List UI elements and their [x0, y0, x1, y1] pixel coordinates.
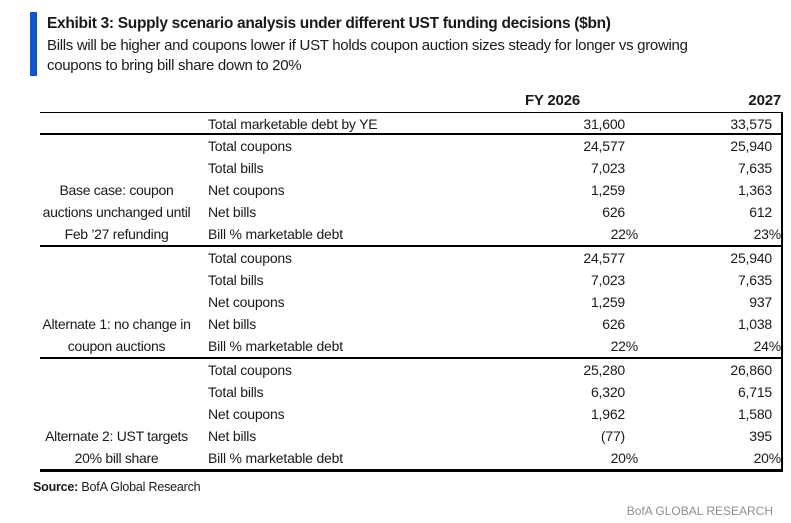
- value-2027: 612: [749, 204, 772, 220]
- value-2027: 1,038: [737, 316, 772, 332]
- row-label: Net bills: [208, 428, 256, 444]
- scenario-section: Alternate 1: no change in coupon auctions…: [40, 247, 781, 359]
- value-2027: 395: [749, 428, 772, 444]
- table-header-row: FY 2026 2027: [40, 90, 783, 112]
- source-line: Source: BofA Global Research: [33, 479, 791, 495]
- value-2027: 6,715: [737, 384, 772, 400]
- row-label: Bill % marketable debt: [208, 450, 343, 466]
- value-fy2026: 626: [602, 204, 625, 220]
- value-2027: 20%: [753, 450, 782, 466]
- value-fy2026: (77): [600, 428, 625, 444]
- value-2027: 1,363: [737, 182, 772, 198]
- value-fy2026: 20%: [610, 450, 639, 466]
- scenario-section: Base case: coupon auctions unchanged unti…: [40, 135, 781, 247]
- value-2027: 7,635: [737, 272, 772, 288]
- value-2027: 26,860: [730, 362, 772, 378]
- row-label: Net coupons: [208, 182, 285, 198]
- header-text: Exhibit 3: Supply scenario analysis unde…: [47, 12, 688, 76]
- value-2027: 7,635: [737, 160, 772, 176]
- scenario-table: FY 2026 2027 Total marketable debt by YE…: [40, 90, 783, 472]
- value-fy2026: 24,577: [583, 138, 625, 154]
- row-label: Net bills: [208, 316, 256, 332]
- value-2027: 25,940: [730, 138, 772, 154]
- exhibit-page: Exhibit 3: Supply scenario analysis unde…: [0, 12, 791, 523]
- scenario-line: Alternate 1: no change in: [42, 316, 191, 332]
- value-fy2026: 6,320: [590, 384, 625, 400]
- scenario-line: Feb ’27 refunding: [64, 226, 169, 242]
- scenario-cell: Alternate 1: no change in coupon auctions: [40, 247, 207, 357]
- scenario-section: Alternate 2: UST targets 20% bill share T…: [40, 359, 781, 469]
- row-label: Total bills: [208, 272, 264, 288]
- table-body: Total marketable debt by YE 31,600 33,57…: [40, 112, 783, 472]
- scenario-line: auctions unchanged until: [42, 204, 191, 220]
- accent-bar: [30, 12, 37, 76]
- row-label: Net bills: [208, 204, 256, 220]
- row-label: Total marketable debt by YE: [208, 116, 378, 132]
- exhibit-subtitle: Bills will be higher and coupons lower i…: [47, 36, 688, 76]
- row-label: Net coupons: [208, 294, 285, 310]
- value-fy2026: 25,280: [583, 362, 625, 378]
- row-label: Net coupons: [208, 406, 285, 422]
- value-2027: 23%: [753, 226, 782, 242]
- value-fy2026: 22%: [610, 226, 639, 242]
- value-2027: 33,575: [730, 116, 772, 132]
- value-fy2026: 1,962: [590, 406, 625, 422]
- value-fy2026: 626: [602, 316, 625, 332]
- value-2027: 1,580: [737, 406, 772, 422]
- row-label: Bill % marketable debt: [208, 226, 343, 242]
- scenario-line: Base case: coupon: [59, 182, 174, 198]
- total-marketable-debt-row: Total marketable debt by YE 31,600 33,57…: [40, 113, 781, 135]
- scenario-line: Alternate 2: UST targets: [45, 428, 188, 444]
- value-2027: 25,940: [730, 250, 772, 266]
- row-label: Total coupons: [208, 138, 292, 154]
- value-fy2026: 24,577: [583, 250, 625, 266]
- source-text: BofA Global Research: [78, 480, 201, 494]
- row-label: Bill % marketable debt: [208, 338, 343, 354]
- row-label: Total coupons: [208, 362, 292, 378]
- value-fy2026: 7,023: [590, 272, 625, 288]
- scenario-line: coupon auctions: [67, 338, 166, 354]
- value-fy2026: 22%: [610, 338, 639, 354]
- source-label: Source:: [33, 480, 79, 494]
- column-header-2027: 2027: [748, 92, 781, 109]
- value-fy2026: 7,023: [590, 160, 625, 176]
- scenario-line: 20% bill share: [74, 450, 159, 466]
- value-fy2026: 1,259: [590, 182, 625, 198]
- row-label: Total bills: [208, 384, 264, 400]
- brand-footer: BofA GLOBAL RESEARCH: [626, 504, 773, 518]
- value-fy2026: 1,259: [590, 294, 625, 310]
- row-label: Total bills: [208, 160, 264, 176]
- value-2027: 24%: [753, 338, 782, 354]
- value-2027: 937: [749, 294, 772, 310]
- scenario-cell: Alternate 2: UST targets 20% bill share: [40, 359, 207, 469]
- column-header-fy2026: FY 2026: [524, 92, 580, 109]
- scenario-cell: Base case: coupon auctions unchanged unti…: [40, 135, 207, 245]
- row-label: Total coupons: [208, 250, 292, 266]
- exhibit-header: Exhibit 3: Supply scenario analysis unde…: [30, 12, 791, 76]
- exhibit-title: Exhibit 3: Supply scenario analysis unde…: [47, 15, 611, 32]
- subtitle-line-1: Bills will be higher and coupons lower i…: [47, 37, 688, 54]
- value-fy2026: 31,600: [583, 116, 625, 132]
- subtitle-line-2: coupons to bring bill share down to 20%: [47, 57, 302, 74]
